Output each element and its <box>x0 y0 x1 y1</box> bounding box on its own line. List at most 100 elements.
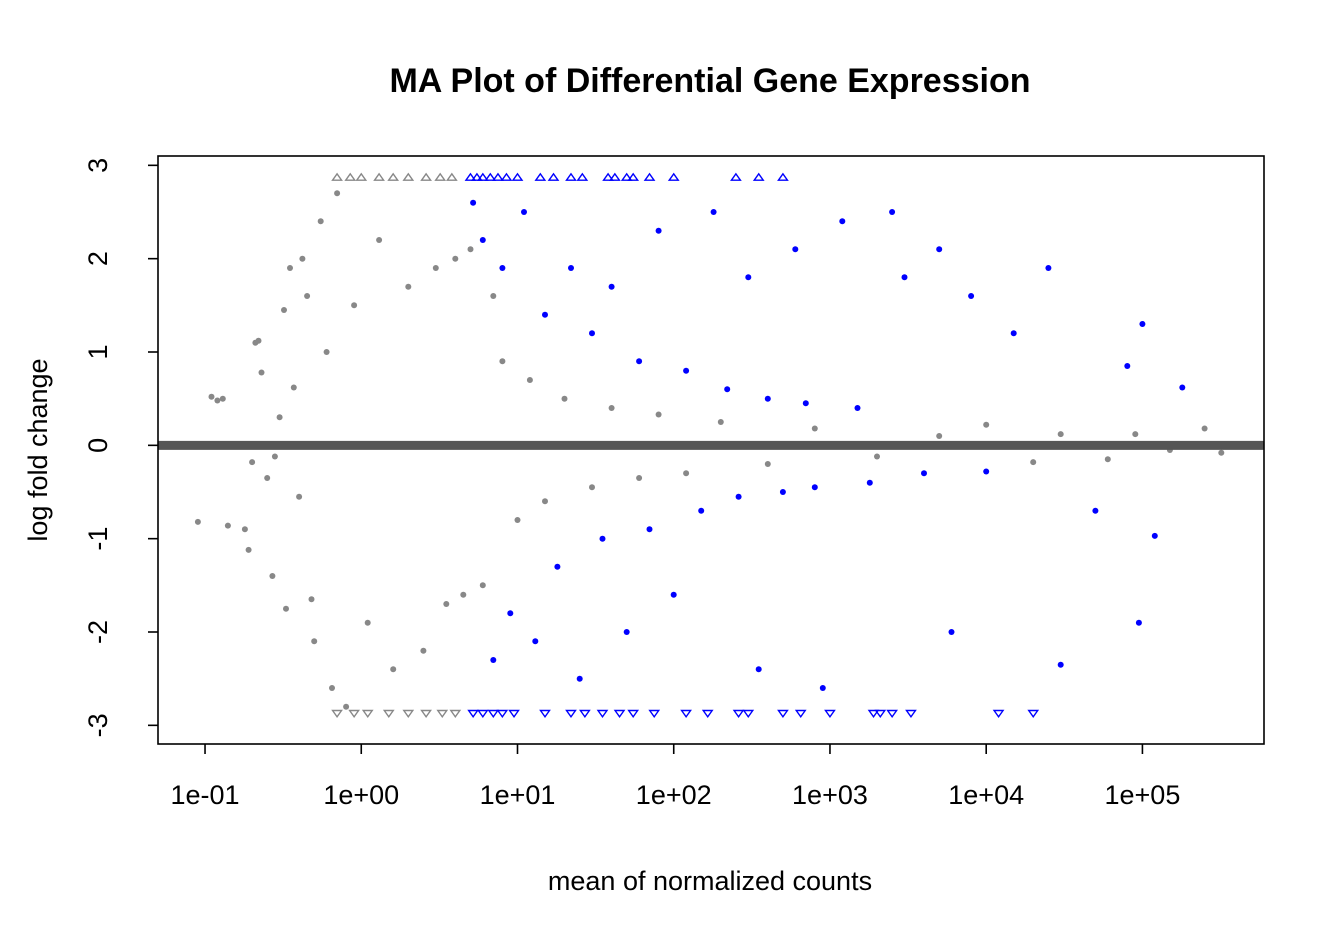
gene-point <box>249 459 256 466</box>
plot-frame <box>157 155 1265 745</box>
significant-gene-point <box>724 386 731 393</box>
x-tick-label: 1e+05 <box>1105 780 1181 810</box>
clipped-down-marker <box>436 709 449 719</box>
clipped-down-marker <box>867 709 880 719</box>
significant-gene-point <box>779 489 786 495</box>
gene-point <box>281 307 287 313</box>
significant-gene-point <box>655 227 662 234</box>
significant-gene-point <box>683 367 690 374</box>
gene-point <box>452 255 459 262</box>
gene-point <box>542 498 548 505</box>
gene-point <box>764 461 771 467</box>
significant-gene-point <box>479 237 486 243</box>
significant-gene-point <box>568 265 574 271</box>
gene-point <box>1218 449 1225 456</box>
significant-gene-point <box>866 479 873 486</box>
gene-point <box>283 605 289 612</box>
clipped-down-marker <box>402 709 415 719</box>
gene-point <box>343 703 350 710</box>
clipped-up-marker <box>609 172 621 181</box>
clipped-down-marker <box>992 709 1005 719</box>
clipped-down-marker <box>467 709 479 719</box>
clipped-down-marker <box>579 709 591 719</box>
clipped-down-marker <box>476 709 489 719</box>
x-axis-label: mean of normalized counts <box>548 866 872 896</box>
gene-point <box>264 475 271 481</box>
gene-point <box>811 425 818 432</box>
significant-gene-point <box>735 493 742 500</box>
clipped-down-marker <box>449 709 462 719</box>
significant-gene-point <box>819 685 826 691</box>
clipped-up-marker <box>576 172 589 181</box>
significant-gene-point <box>646 526 653 533</box>
x-tick-label: 1e+02 <box>636 780 712 810</box>
significant-gene-point <box>1045 265 1052 271</box>
gene-point <box>432 265 439 271</box>
significant-gene-point <box>623 629 630 635</box>
gene-point <box>1030 459 1037 466</box>
gene-point <box>271 453 278 460</box>
clipped-down-marker <box>348 709 360 719</box>
y-tick-label: 0 <box>83 438 113 453</box>
gene-point <box>1132 431 1139 438</box>
x-tick-label: 1e+03 <box>792 780 868 810</box>
significant-gene-point <box>521 209 527 215</box>
significant-gene-point <box>599 535 606 542</box>
clipped-up-marker <box>500 172 513 181</box>
clipped-down-marker <box>382 709 395 719</box>
significant-gene-point <box>811 484 818 491</box>
clipped-down-marker <box>701 709 714 719</box>
significant-gene-point <box>1139 321 1146 327</box>
clipped-down-marker <box>565 709 577 719</box>
clipped-down-marker <box>874 709 887 719</box>
clipped-up-marker <box>752 172 765 181</box>
significant-gene-point <box>1151 532 1158 539</box>
significant-gene-point <box>507 610 514 617</box>
clipped-up-marker <box>373 172 385 181</box>
y-tick-label: 1 <box>83 344 113 359</box>
clipped-down-marker <box>732 709 745 719</box>
significant-gene-point <box>1057 661 1064 668</box>
clipped-down-marker <box>613 709 626 719</box>
significant-gene-point <box>608 283 615 290</box>
gene-point <box>208 393 215 400</box>
clipped-down-marker <box>487 709 500 719</box>
significant-gene-point <box>554 563 561 570</box>
significant-gene-point <box>499 265 506 271</box>
gene-point <box>1104 456 1111 463</box>
clipped-up-marker <box>387 172 400 181</box>
gene-point <box>499 358 506 365</box>
clipped-up-marker <box>602 172 614 181</box>
significant-gene-point <box>802 400 809 407</box>
gene-point <box>589 484 595 491</box>
significant-gene-point <box>921 470 927 477</box>
clipped-down-marker <box>1027 709 1040 719</box>
gene-point <box>296 493 303 500</box>
clipped-up-marker <box>730 172 742 181</box>
clipped-up-marker <box>331 172 343 181</box>
significant-gene-point <box>854 405 861 411</box>
gene-point <box>655 411 662 418</box>
gene-point <box>329 685 335 691</box>
clipped-up-marker <box>355 172 368 181</box>
clipped-down-marker <box>742 709 755 719</box>
clipped-up-marker <box>667 172 680 181</box>
significant-gene-point <box>889 209 896 215</box>
significant-gene-point <box>1179 384 1186 391</box>
gene-point <box>334 190 341 197</box>
clipped-up-marker <box>402 172 415 181</box>
ticks-layer: 1e-01 1e+00 1e+01 1e+02 1e+03 1e+04 1e+05 -3 -2 -… <box>83 158 1180 810</box>
clipped-down-marker <box>420 709 432 719</box>
gene-point <box>467 246 474 253</box>
significant-gene-point <box>745 274 752 281</box>
significant-gene-point <box>1010 330 1017 337</box>
significant-gene-point <box>948 629 955 635</box>
gene-point <box>311 638 318 645</box>
gene-point <box>317 218 324 225</box>
gene-point <box>245 546 252 553</box>
clipped-down-marker <box>648 709 661 719</box>
clipped-up-marker <box>547 172 560 181</box>
clipped-down-marker <box>886 709 898 719</box>
significant-gene-point <box>839 218 846 225</box>
clipped-up-marker <box>777 172 789 181</box>
